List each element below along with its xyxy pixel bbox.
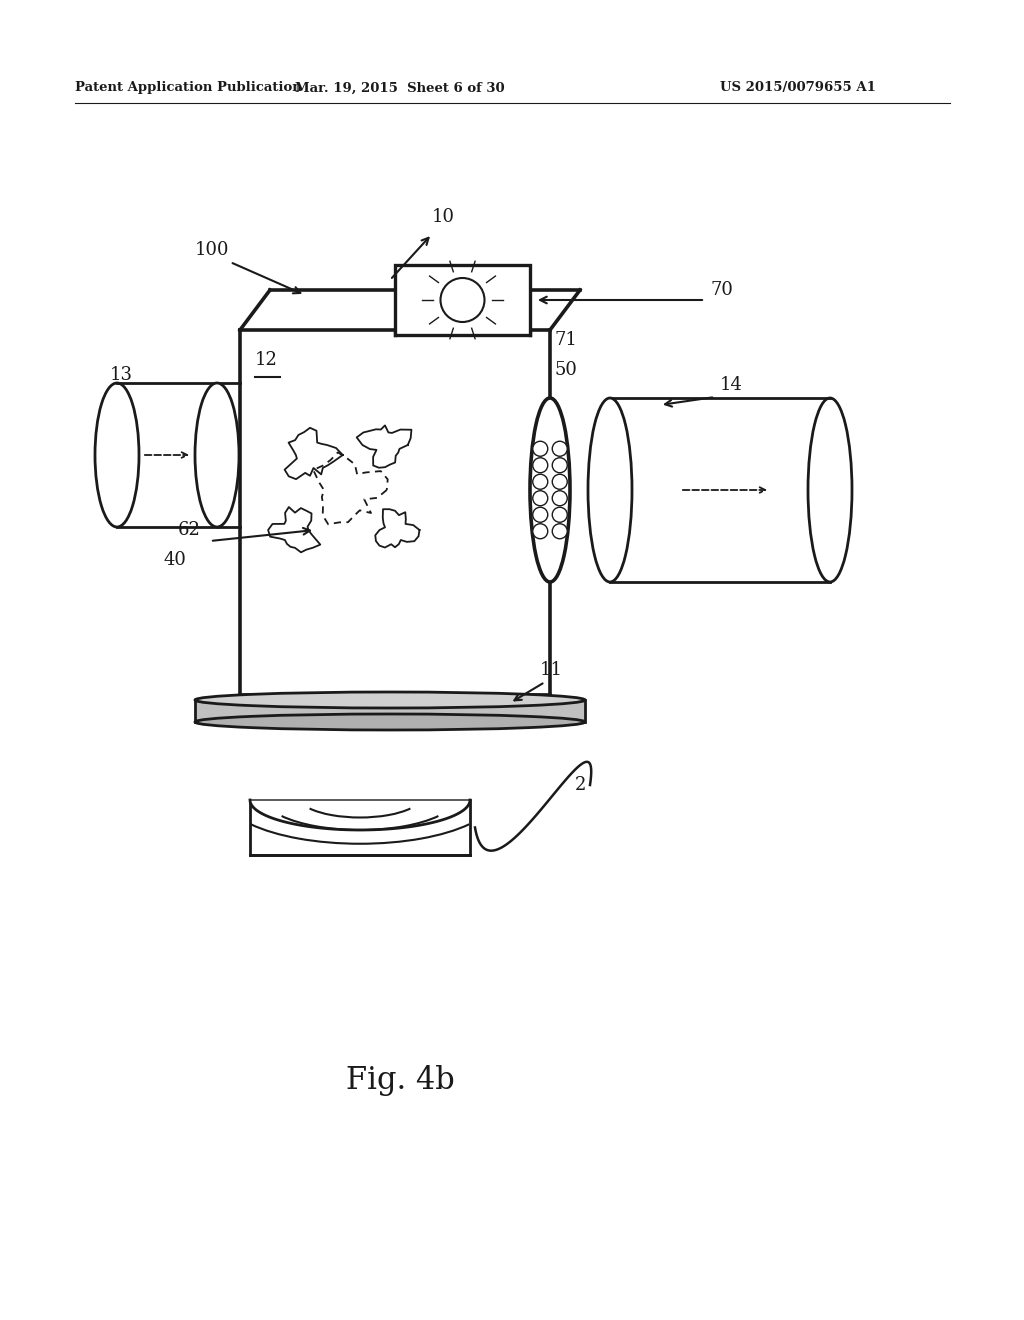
Ellipse shape <box>195 383 239 527</box>
Polygon shape <box>250 800 470 830</box>
Text: 14: 14 <box>720 376 742 393</box>
Text: 40: 40 <box>163 550 186 569</box>
Ellipse shape <box>530 399 570 582</box>
Text: 11: 11 <box>540 661 563 678</box>
Circle shape <box>552 441 567 457</box>
Circle shape <box>552 507 567 523</box>
Polygon shape <box>195 700 585 722</box>
Polygon shape <box>395 265 530 335</box>
Circle shape <box>552 524 567 539</box>
Text: US 2015/0079655 A1: US 2015/0079655 A1 <box>720 82 876 95</box>
Text: 62: 62 <box>178 521 201 539</box>
Circle shape <box>532 441 548 457</box>
Polygon shape <box>117 383 217 527</box>
Ellipse shape <box>195 692 585 708</box>
Circle shape <box>552 491 567 506</box>
Text: Mar. 19, 2015  Sheet 6 of 30: Mar. 19, 2015 Sheet 6 of 30 <box>295 82 505 95</box>
Circle shape <box>532 474 548 490</box>
Polygon shape <box>240 330 550 696</box>
Circle shape <box>440 279 484 322</box>
Polygon shape <box>610 399 830 582</box>
Ellipse shape <box>95 383 139 527</box>
Polygon shape <box>250 800 470 855</box>
Ellipse shape <box>808 399 852 582</box>
Circle shape <box>532 524 548 539</box>
Text: 50: 50 <box>555 360 578 379</box>
Text: 12: 12 <box>255 351 278 370</box>
Text: Patent Application Publication: Patent Application Publication <box>75 82 302 95</box>
Polygon shape <box>240 290 580 330</box>
Circle shape <box>532 458 548 473</box>
Text: 70: 70 <box>710 281 733 300</box>
Circle shape <box>532 507 548 523</box>
Circle shape <box>552 474 567 490</box>
Text: 13: 13 <box>110 366 133 384</box>
Text: 2: 2 <box>575 776 587 795</box>
Circle shape <box>532 491 548 506</box>
Text: 100: 100 <box>195 242 229 259</box>
Text: 71: 71 <box>555 331 578 348</box>
Circle shape <box>552 458 567 473</box>
Ellipse shape <box>195 714 585 730</box>
Text: 10: 10 <box>432 209 455 226</box>
Ellipse shape <box>588 399 632 582</box>
Text: Fig. 4b: Fig. 4b <box>346 1064 455 1096</box>
